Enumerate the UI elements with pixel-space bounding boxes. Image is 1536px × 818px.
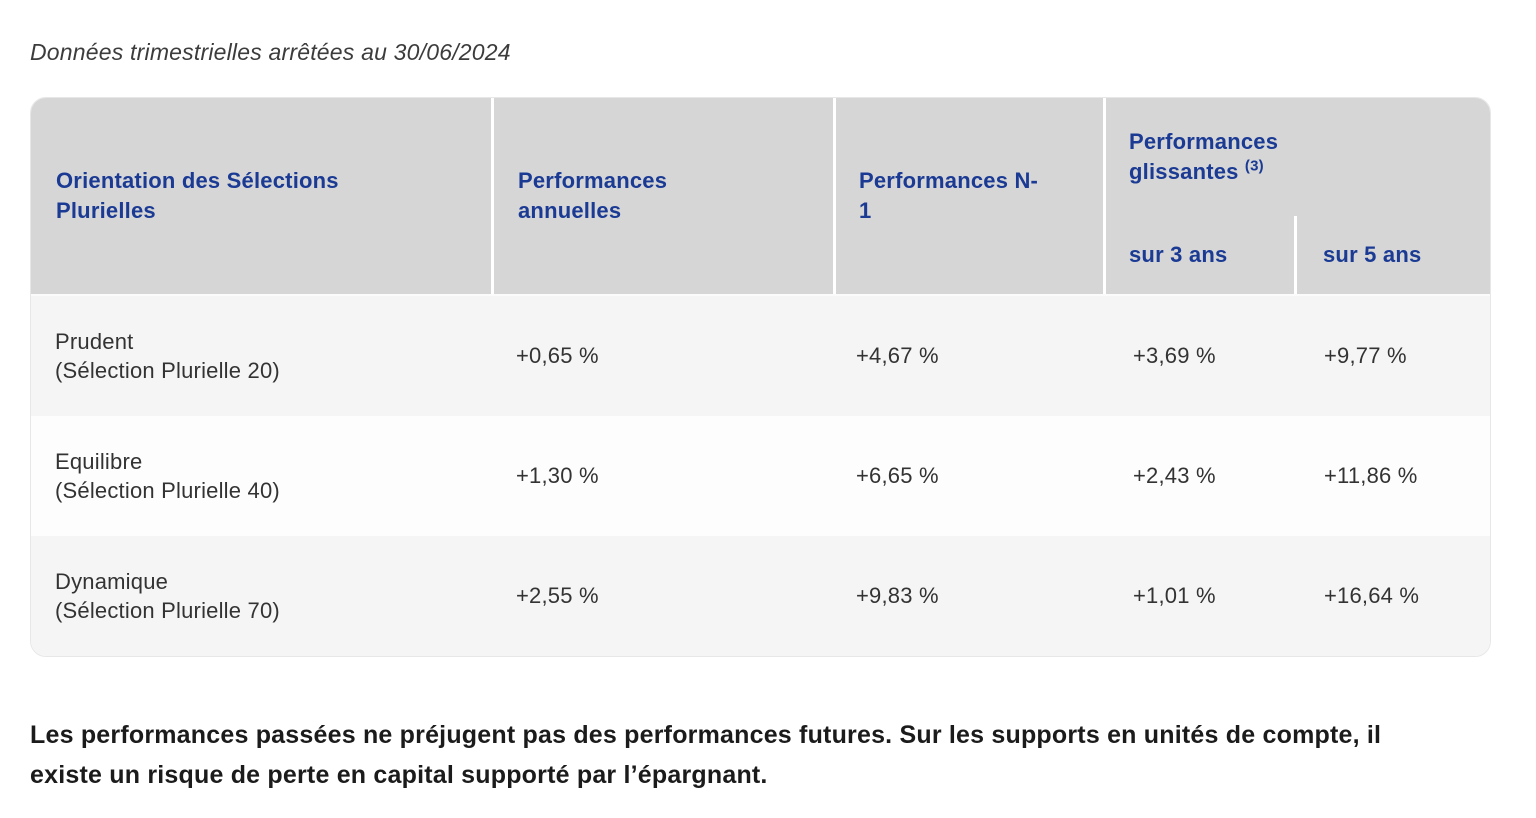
cell-5-ans: +11,86 %: [1324, 463, 1418, 488]
row-subtitle: (Sélection Plurielle 40): [55, 478, 280, 503]
header-sur-3-ans-label: sur 3 ans: [1129, 242, 1228, 267]
cell-annual: +2,55 %: [516, 583, 599, 608]
row-title: Dynamique: [55, 569, 169, 594]
row-title: Equilibre: [55, 449, 143, 474]
header-performances-glissantes: Performances glissantes (3): [1103, 98, 1490, 216]
table-row-prudent: Prudent (Sélection Plurielle 20) +0,65 %…: [31, 296, 1490, 416]
cell-orientation: Dynamique (Sélection Plurielle 70): [31, 567, 491, 625]
header-performances-annuelles: Performances annuelles: [491, 98, 833, 294]
data-as-of-note: Données trimestrielles arrêtées au 30/06…: [30, 39, 511, 65]
cell-n-1: +6,65 %: [856, 463, 939, 488]
header-glissantes-text: Performances glissantes: [1129, 129, 1279, 184]
cell-3-ans: +1,01 %: [1133, 583, 1216, 608]
cell-5-ans: +9,77 %: [1324, 343, 1407, 368]
cell-5-ans: +16,64 %: [1324, 583, 1420, 608]
disclaimer-line-2: existe un risque de perte en capital sup…: [30, 761, 768, 789]
header-orientation-label: Orientation des Sélections Plurielles: [56, 168, 339, 223]
header-glissantes-label: Performances glissantes (3): [1129, 127, 1364, 187]
disclaimer-line-1: Les performances passées ne préjugent pa…: [30, 721, 1382, 749]
cell-orientation: Prudent (Sélection Plurielle 20): [31, 327, 491, 385]
performance-table: Orientation des Sélections Plurielles Pe…: [30, 97, 1491, 657]
cell-orientation: Equilibre (Sélection Plurielle 40): [31, 447, 491, 505]
header-annual-label: Performances annuelles: [518, 168, 668, 223]
disclaimer-text: Les performances passées ne préjugent pa…: [30, 715, 1536, 795]
row-subtitle: (Sélection Plurielle 70): [55, 598, 280, 623]
header-n-1-label: Performances N-1: [859, 168, 1039, 223]
header-sur-5-ans-label: sur 5 ans: [1323, 242, 1422, 267]
header-orientation: Orientation des Sélections Plurielles: [31, 98, 491, 294]
footnote-3-superscript: (3): [1244, 157, 1264, 175]
header-sur-3-ans: sur 3 ans: [1103, 216, 1294, 294]
cell-n-1: +9,83 %: [856, 583, 939, 608]
table-row-equilibre: Equilibre (Sélection Plurielle 40) +1,30…: [31, 416, 1490, 536]
cell-n-1: +4,67 %: [856, 343, 939, 368]
cell-3-ans: +3,69 %: [1133, 343, 1216, 368]
cell-annual: +0,65 %: [516, 343, 599, 368]
table-header: Orientation des Sélections Plurielles Pe…: [31, 98, 1490, 296]
table-row-dynamique: Dynamique (Sélection Plurielle 70) +2,55…: [31, 536, 1490, 656]
row-title: Prudent: [55, 329, 134, 354]
header-sur-5-ans: sur 5 ans: [1294, 216, 1490, 294]
cell-annual: +1,30 %: [516, 463, 599, 488]
header-performances-n-1: Performances N-1: [833, 98, 1103, 294]
cell-3-ans: +2,43 %: [1133, 463, 1216, 488]
page: Données trimestrielles arrêtées au 30/06…: [30, 39, 1536, 795]
row-subtitle: (Sélection Plurielle 20): [55, 358, 280, 383]
